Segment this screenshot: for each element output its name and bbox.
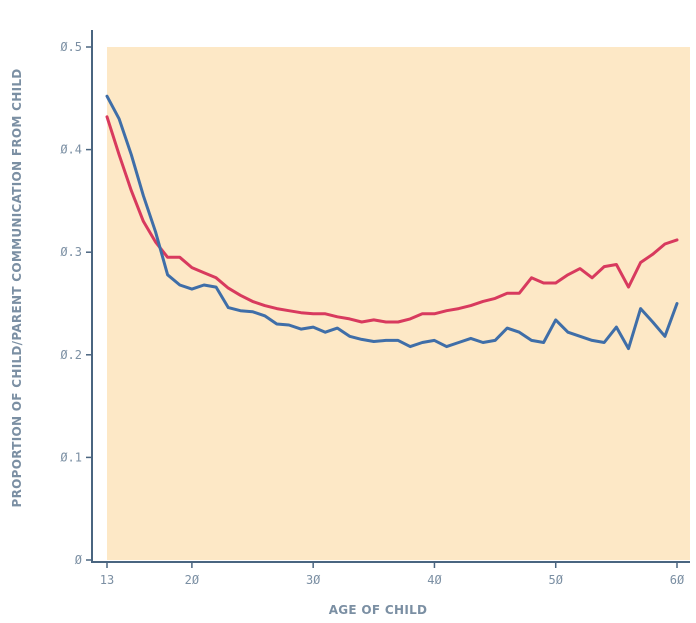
- series-line-1: [105, 115, 679, 324]
- y-tick-label: Ø.4: [60, 143, 82, 157]
- x-tick-label: 5Ø: [548, 573, 563, 587]
- x-tick-label: 2Ø: [185, 573, 200, 587]
- y-tick-label: Ø.3: [60, 245, 82, 259]
- x-tick-label: 3Ø: [306, 573, 321, 587]
- x-axis-title: AGE OF CHILD: [329, 603, 428, 617]
- y-tick-label: Ø.2: [60, 348, 82, 362]
- y-axis-ticks: Ø Ø.1 Ø.2 Ø.3 Ø.4 Ø.5: [60, 40, 92, 567]
- series-lines: [105, 94, 679, 351]
- y-tick-label: Ø.5: [60, 40, 82, 54]
- x-axis-ticks: 13 2Ø 3Ø 4Ø 5Ø 6Ø: [100, 562, 685, 587]
- plot-background: [107, 47, 690, 560]
- y-tick-label: Ø.1: [60, 450, 82, 464]
- y-axis-title: PROPORTION OF CHILD/PARENT COMMUNICATION…: [10, 68, 24, 507]
- x-tick-label: 6Ø: [670, 573, 685, 587]
- x-tick-label: 13: [100, 573, 114, 587]
- series-line-2: [105, 94, 679, 351]
- y-tick-label: Ø: [75, 553, 83, 567]
- x-tick-label: 4Ø: [427, 573, 442, 587]
